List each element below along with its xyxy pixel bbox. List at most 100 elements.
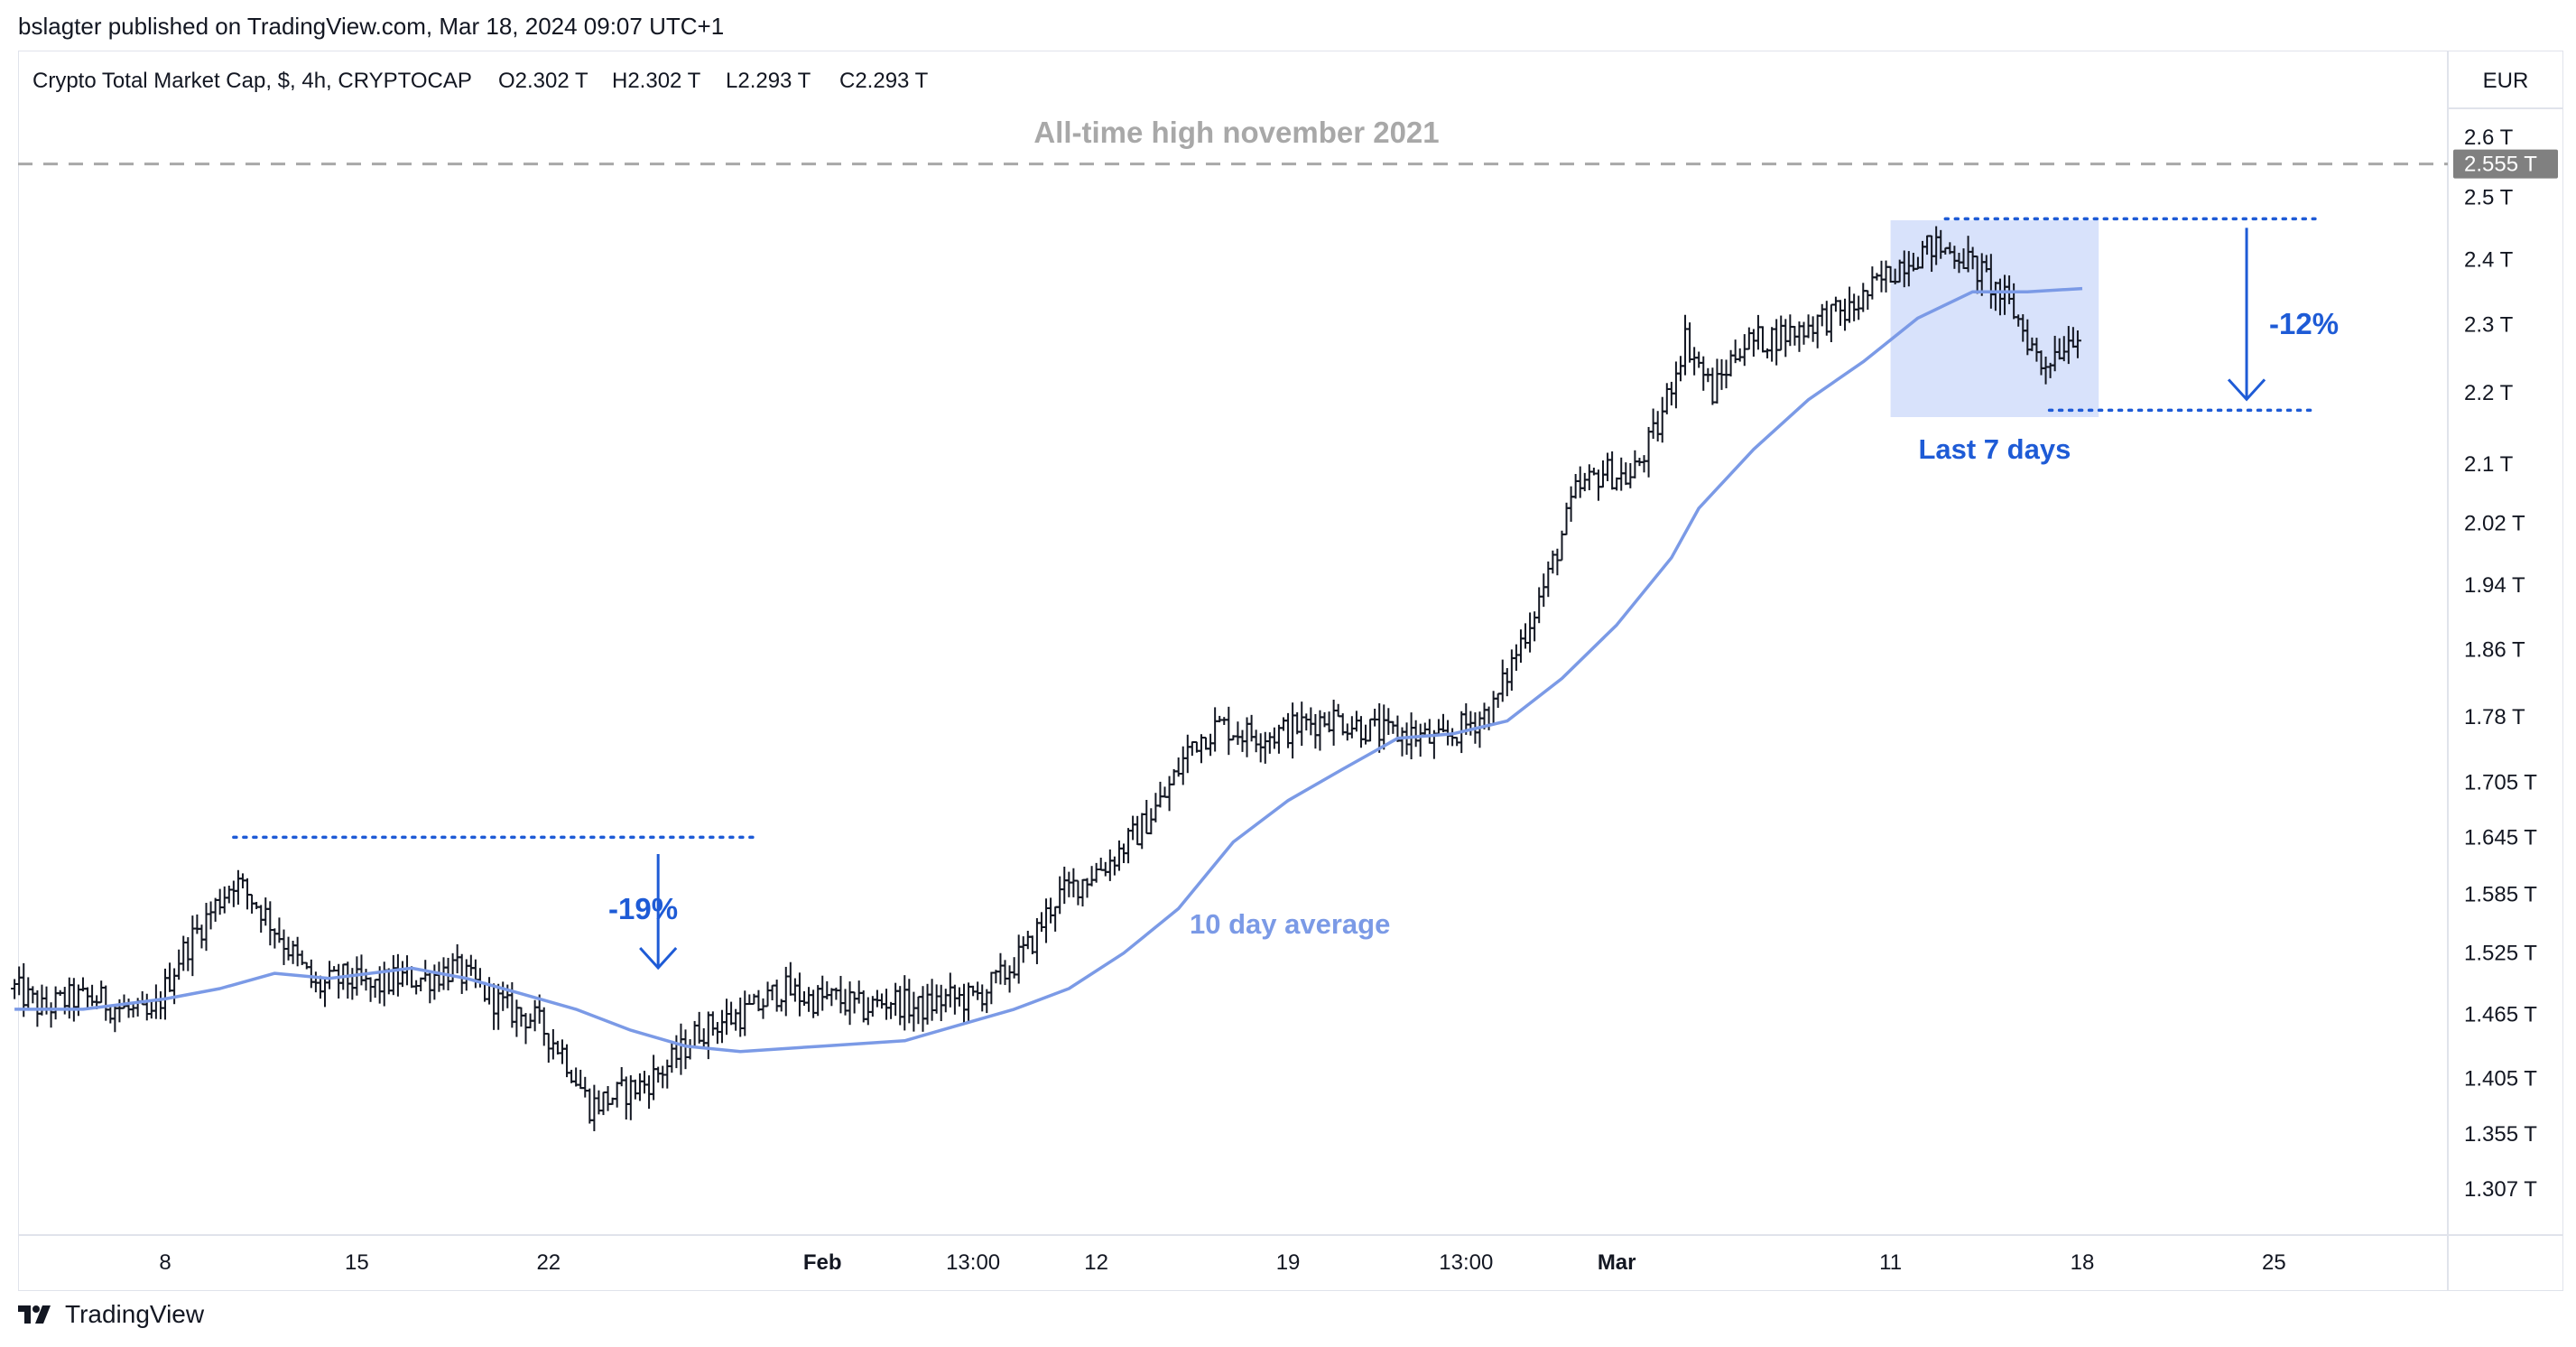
y-tick-label: 2.3 T — [2464, 313, 2514, 338]
ohlc-bar — [805, 987, 813, 1012]
ohlc-bar — [398, 961, 406, 988]
ohlc-bar — [1179, 746, 1187, 785]
ohlc-bar — [1754, 314, 1762, 350]
ohlc-bar — [1818, 303, 1826, 327]
ohlc-bar — [1786, 314, 1794, 347]
ohlc-bar — [1005, 965, 1014, 993]
ohlc-bar — [786, 961, 794, 996]
x-tick-label: 11 — [1879, 1250, 1902, 1275]
ohlc-bar — [1846, 286, 1854, 323]
ohlc-bar — [289, 940, 297, 964]
ohlc-bar — [453, 943, 461, 974]
ohlc-bar — [1115, 840, 1123, 871]
ohlc-bar — [1713, 358, 1721, 404]
ohlc-bar — [704, 1011, 712, 1060]
ohlc-bar — [166, 962, 174, 992]
ohlc-bar — [1535, 587, 1543, 624]
ohlc-bar — [1270, 727, 1278, 749]
ohlc-bar — [1001, 960, 1009, 986]
ohlc-bar — [946, 972, 954, 1008]
y-tick-label: 2.02 T — [2464, 512, 2525, 536]
ohlc-bar — [586, 1088, 594, 1124]
ohlc-bar — [1147, 808, 1155, 835]
ohlc-bar — [307, 959, 315, 989]
x-tick-label: 19 — [1276, 1250, 1301, 1275]
ohlc-bar — [1580, 472, 1589, 492]
ohlc-bar — [1152, 793, 1160, 822]
ohlc-bar — [1571, 474, 1580, 499]
y-tick-label: 1.405 T — [2464, 1067, 2537, 1092]
ohlc-bar — [709, 1011, 717, 1036]
ohlc-bar — [220, 886, 228, 914]
tradingview-logo[interactable]: TradingView — [18, 1300, 204, 1329]
ohlc-bar — [1645, 426, 1653, 478]
ohlc-bar — [1700, 356, 1708, 391]
y-tick-label: 2.6 T — [2464, 125, 2514, 150]
ohlc-bar — [11, 979, 19, 999]
ohlc-bar — [1088, 866, 1096, 887]
y-tick-label: 1.307 T — [2464, 1177, 2537, 1202]
ohlc-bar — [198, 924, 206, 949]
ohlc-bar — [1836, 300, 1844, 326]
ohlc-bar — [426, 971, 434, 1004]
ohlc-bar — [1745, 327, 1753, 350]
ohlc-bar — [467, 954, 475, 976]
ohlc-bar — [15, 966, 23, 996]
last-7-days-label: Last 7 days — [1918, 433, 2071, 465]
ohlc-bar — [88, 984, 97, 1007]
ohlc-bar — [335, 963, 343, 999]
ohlc-bar — [1389, 720, 1397, 734]
ohlc-bar — [1658, 396, 1666, 443]
ohlc-bar — [1134, 815, 1142, 846]
ohlc-bar — [266, 901, 274, 946]
ohlc-bar — [47, 1002, 55, 1028]
ohlc-bar — [280, 929, 288, 965]
ohlc-bar — [1183, 734, 1191, 774]
ohlc-bar — [435, 961, 443, 992]
ohlc-bar — [1663, 383, 1671, 414]
ohlc-bar — [1709, 367, 1717, 405]
ohlc-bar — [1156, 781, 1164, 808]
last-7-days-highlight — [1890, 220, 2099, 417]
ohlc-bar — [1298, 701, 1306, 747]
currency-button[interactable]: EUR — [2483, 69, 2529, 93]
ohlc-bar — [284, 936, 292, 961]
ohlc-bar — [125, 999, 133, 1018]
ohlc-bar — [257, 905, 265, 934]
ohlc-bar — [234, 869, 242, 906]
ohlc-bar — [293, 936, 301, 967]
ohlc-bar — [1188, 740, 1196, 757]
ohlc-bar — [1498, 659, 1506, 702]
ohlc-bar — [549, 1028, 557, 1060]
ohlc-bar — [302, 961, 310, 970]
ohlc-bar — [1024, 930, 1032, 950]
ohlc-bar — [51, 986, 60, 1020]
ohlc-bar — [1161, 786, 1169, 798]
ohlc-bar — [1672, 361, 1680, 409]
ohlc-bar — [202, 903, 210, 952]
ohlc-bar — [1868, 266, 1876, 300]
ath-annotation: All-time high november 2021 — [1033, 116, 1439, 149]
ohlc-bar — [1037, 912, 1045, 933]
x-tick-label: 22 — [536, 1250, 561, 1275]
ohlc-bar — [1056, 876, 1064, 915]
ohlc-bar — [344, 961, 352, 999]
ohlc-bar — [1567, 486, 1575, 522]
ohlc-bar — [782, 966, 790, 1017]
ohlc-bar — [700, 1027, 708, 1048]
symbol-title: Crypto Total Market Cap, $, 4h, CRYPTOCA… — [32, 69, 472, 93]
ohlc-bar — [604, 1085, 612, 1111]
ohlc-bar — [1165, 776, 1173, 812]
ohlc-bar — [1691, 347, 1699, 376]
ohlc-bar — [1727, 349, 1735, 376]
ohlc-bar — [189, 915, 197, 977]
ohlc-bar — [873, 989, 881, 1008]
ohlc-bar — [1512, 644, 1520, 671]
ohlc-bar — [599, 1091, 607, 1116]
ohlc-bar — [1261, 731, 1269, 764]
ohlc-bar — [262, 897, 270, 926]
ohlc-bar — [1626, 462, 1635, 488]
y-tick-label: 1.645 T — [2464, 825, 2537, 850]
x-tick-label: 13:00 — [1439, 1250, 1493, 1275]
